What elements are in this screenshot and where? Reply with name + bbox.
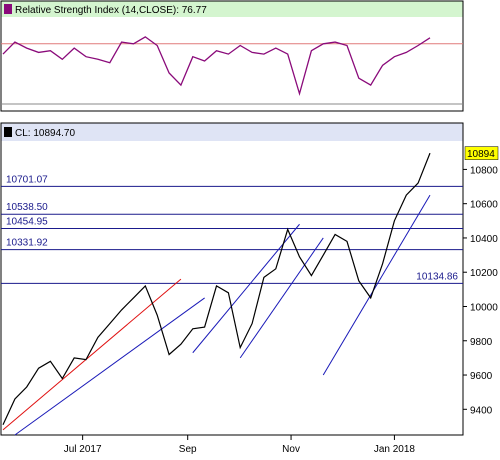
x-tick-label: Sep [179,444,197,455]
y-tick-label: 10600 [470,200,498,211]
level-label: 10701.07 [6,174,48,185]
price-title: CL: 10894.70 [15,128,75,139]
trendline [239,237,324,359]
level-label: 10538.50 [6,202,48,213]
rsi-title-marker [4,4,12,14]
rsi-series-line [2,36,431,97]
rsi-title: Relative Strength Index (14,CLOSE): 76.7… [15,5,207,16]
trendline [2,278,182,431]
x-tick-label: Jul 2017 [64,444,102,455]
level-label: 10134.86 [416,271,458,282]
price-y-axis: 9400 9600 9800 10000 10200 10400 10600 10800 [463,165,498,416]
last-price-label: 10894 [467,149,495,160]
y-tick-label: 9800 [470,337,493,348]
price-title-marker [4,127,12,137]
date-x-axis: Jul 2017 Sep Nov Jan 2018 [64,435,416,455]
trendline [322,194,431,376]
level-label: 10454.95 [6,217,48,228]
rsi-panel-frame [0,0,464,112]
trendlines [2,194,431,436]
rsi-header-band [1,1,463,17]
y-tick-label: 9400 [470,405,493,416]
trendline [14,297,205,436]
y-tick-label: 10000 [470,302,498,313]
price-panel-frame [0,122,464,436]
price-series-line [2,152,431,425]
price-header-band [1,123,463,141]
y-tick-label: 9600 [470,371,493,382]
level-label: 10331.92 [6,238,48,249]
trendline [192,223,300,354]
x-tick-label: Jan 2018 [374,444,416,455]
y-tick-label: 10200 [470,268,498,279]
last-price-marker [464,146,499,160]
y-tick-label: 10400 [470,234,498,245]
y-tick-label: 10800 [470,165,498,176]
x-tick-label: Nov [282,444,300,455]
support-resistance-levels: 10701.07 10538.50 10454.95 10331.92 10134.86 [1,174,463,284]
